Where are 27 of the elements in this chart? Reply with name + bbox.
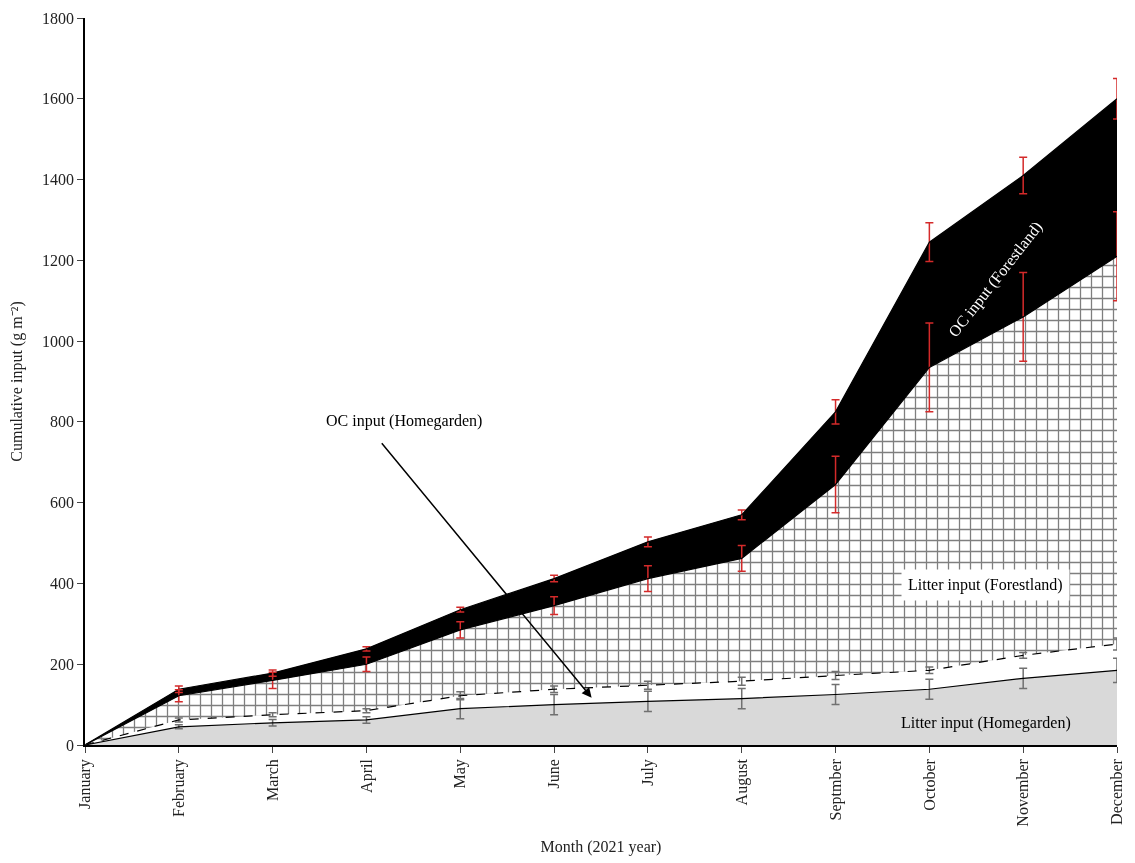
y-axis-title: Cumulative input (g m⁻²)	[8, 301, 27, 462]
x-tick-label: July	[639, 759, 658, 786]
x-tick-label: November	[1014, 758, 1032, 827]
x-tick-label: May	[451, 759, 470, 789]
x-tick-label: March	[263, 759, 281, 801]
y-tick-label: 1800	[42, 9, 75, 27]
x-axis-title: Month (2021 year)	[540, 837, 662, 856]
y-tick-label: 1200	[42, 251, 75, 269]
y-tick-label: 1000	[42, 332, 75, 350]
series-label: Litter input (Forestland)	[908, 576, 1063, 594]
x-tick-label: August	[732, 758, 751, 806]
x-tick-label: October	[920, 758, 938, 811]
text: OC input (Homegarden)	[326, 412, 483, 430]
x-tick-label: April	[357, 758, 376, 793]
y-tick-label: 600	[50, 494, 75, 512]
x-tick-label: January	[76, 759, 95, 809]
y-tick-label: 1400	[42, 171, 75, 189]
x-tick-label: June	[545, 759, 563, 789]
y-tick-label: 200	[50, 655, 75, 673]
y-tick-label: 0	[66, 736, 75, 754]
x-tick-label: December	[1108, 758, 1126, 825]
series-label: Litter input (Homegarden)	[901, 714, 1071, 732]
x-tick-label: Septmber	[826, 758, 845, 821]
y-tick-label: 800	[50, 413, 75, 431]
y-tick-label: 1600	[42, 90, 75, 108]
x-tick-label: February	[170, 759, 189, 817]
y-tick-label: 400	[50, 575, 75, 593]
